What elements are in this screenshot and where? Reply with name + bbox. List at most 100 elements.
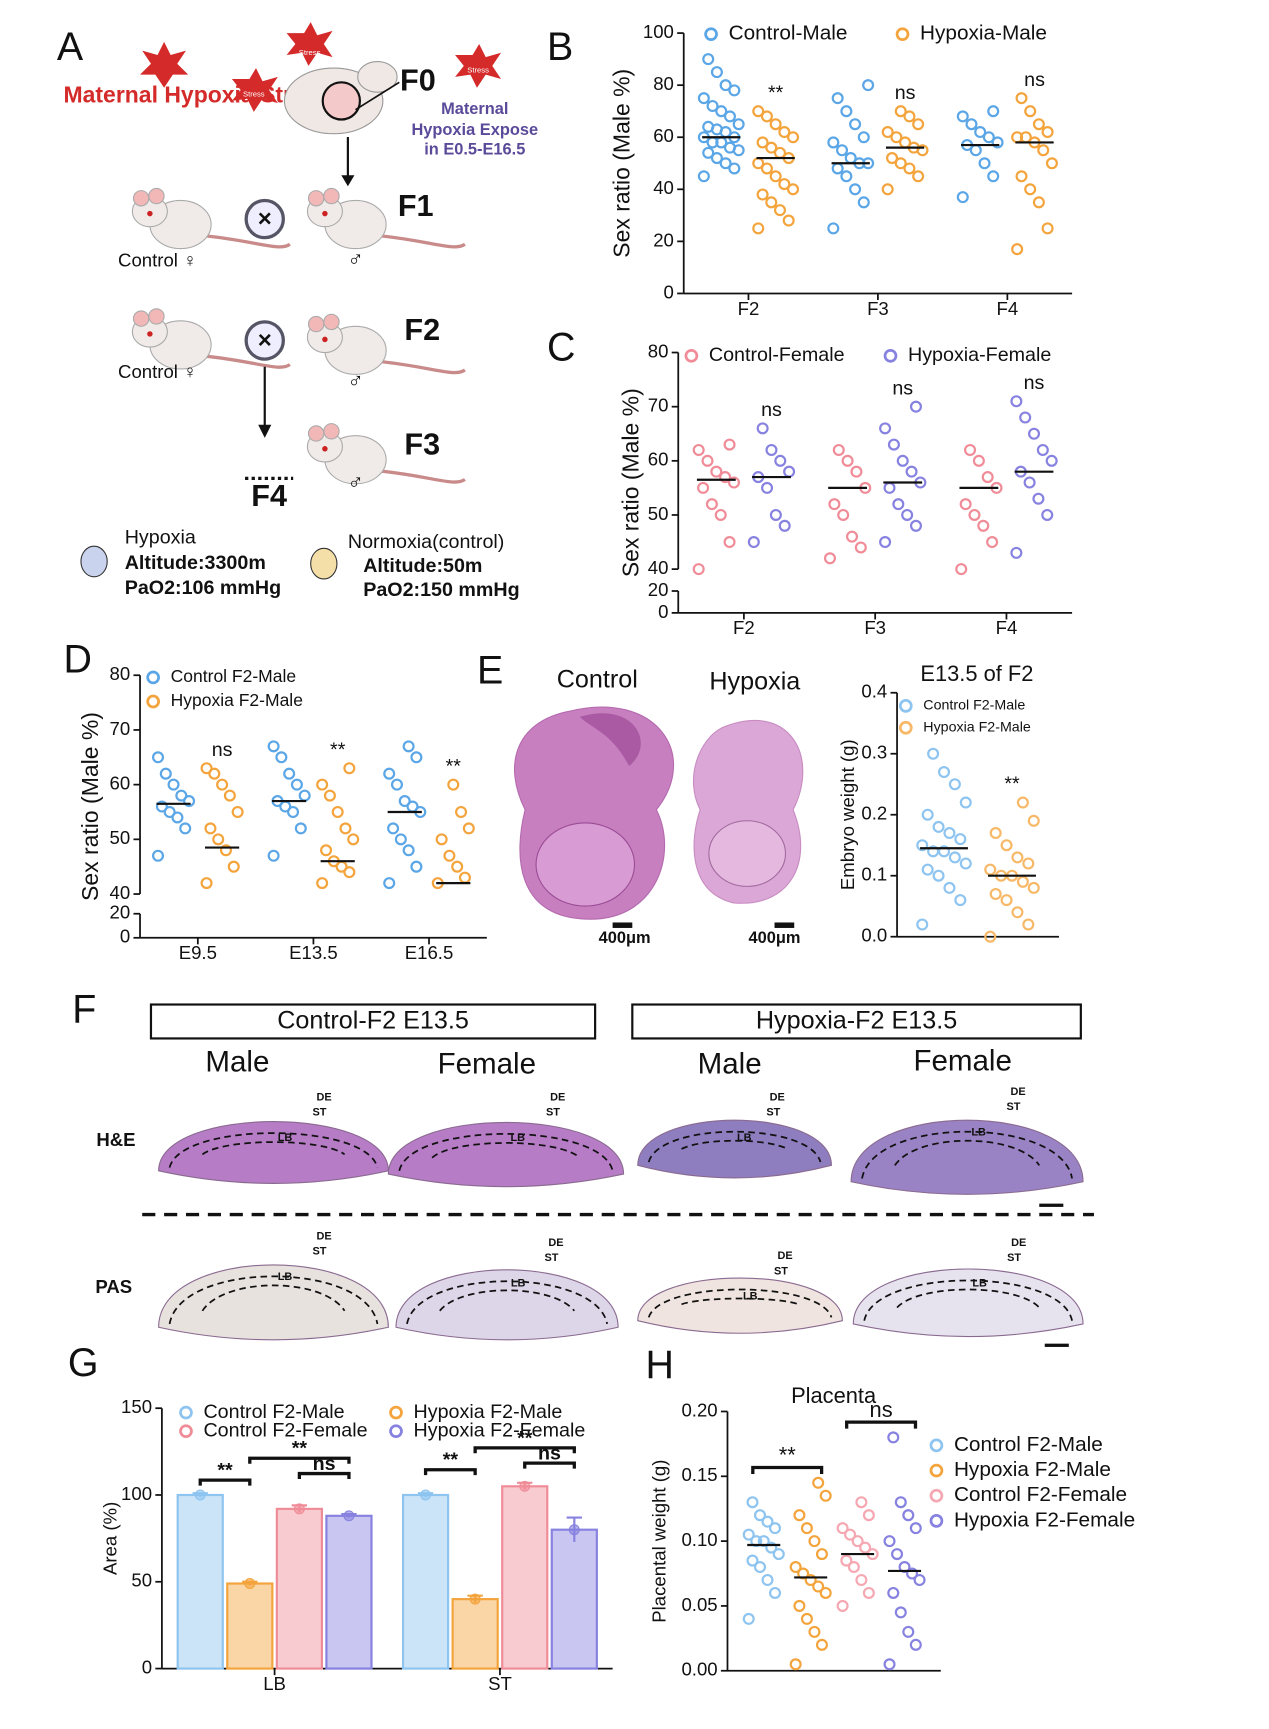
data-point — [902, 1509, 915, 1522]
region-outline — [406, 1280, 609, 1325]
data-point — [912, 170, 925, 183]
region-label: ST — [312, 1246, 326, 1258]
data-point — [728, 84, 741, 97]
data-point — [151, 849, 165, 862]
cross-icon: × — [258, 327, 272, 354]
data-point — [943, 881, 956, 894]
data-point — [1045, 454, 1058, 467]
legend-label: Control F2-Male — [954, 1433, 1103, 1456]
data-point — [857, 196, 870, 209]
data-point — [316, 877, 329, 890]
significance-label: ** — [768, 82, 784, 104]
data-point — [727, 476, 740, 489]
generation-label: F1 — [398, 189, 434, 223]
legend-text: Normoxia(control) — [348, 531, 504, 553]
data-point — [212, 833, 225, 846]
data-point — [991, 136, 1004, 149]
data-point — [850, 465, 863, 478]
data-point — [705, 498, 718, 511]
region-label: LB — [743, 1291, 758, 1303]
data-point — [886, 152, 899, 165]
significance-label: ns — [870, 1397, 893, 1422]
cross-icon — [244, 198, 285, 240]
data-point — [761, 1573, 774, 1587]
y-tick-label: 0.20 — [681, 1399, 717, 1420]
chart-title: Placenta — [791, 1383, 877, 1408]
data-point — [692, 443, 705, 457]
data-point — [451, 860, 464, 873]
x-tick-label: F4 — [996, 617, 1018, 638]
data-point — [692, 563, 705, 576]
data-point — [984, 930, 997, 943]
x-tick-label: ST — [488, 1673, 512, 1694]
data-point — [986, 536, 999, 549]
bar-cap — [420, 1489, 432, 1501]
data-point — [887, 438, 900, 451]
data-point — [756, 136, 769, 149]
y-tick-label: 80 — [110, 663, 131, 684]
y-tick-label: 20 — [648, 579, 669, 600]
data-point — [845, 530, 859, 543]
data-point — [208, 767, 221, 780]
data-point — [901, 508, 914, 521]
y-tick-label: 50 — [131, 1570, 152, 1591]
x-tick-label: F3 — [867, 298, 889, 319]
data-point — [746, 1554, 759, 1567]
data-point — [903, 110, 916, 123]
data-point — [723, 536, 736, 549]
data-point — [959, 857, 972, 870]
data-point — [702, 120, 715, 133]
mouse-label: Control ♀ — [118, 250, 197, 271]
data-point — [227, 860, 240, 873]
y-tick-label: 150 — [121, 1396, 152, 1417]
data-point — [840, 170, 853, 183]
data-point — [387, 822, 400, 835]
bar — [550, 1528, 598, 1670]
x-tick-label: F2 — [738, 298, 760, 319]
mouse-icon — [322, 210, 328, 217]
data-point — [298, 789, 311, 802]
data-point — [954, 894, 967, 907]
data-point — [892, 498, 905, 511]
data-point — [916, 918, 929, 931]
region-label: DE — [1010, 1086, 1025, 1098]
data-point — [836, 1522, 849, 1535]
embryo-image — [708, 820, 787, 887]
legend-label: Control F2-Male — [203, 1401, 344, 1423]
data-point — [231, 805, 244, 819]
embryo-image — [579, 713, 641, 767]
data-point — [347, 833, 360, 846]
legend-swatch — [898, 720, 913, 735]
y-axis-label: Embryo weight (g) — [837, 739, 858, 890]
data-point — [715, 105, 728, 118]
data-point — [836, 144, 849, 157]
data-point — [909, 1638, 922, 1651]
significance-bracket — [198, 1478, 252, 1486]
data-point — [849, 183, 862, 196]
region-label: ST — [544, 1252, 558, 1264]
significance-label: ** — [446, 755, 462, 777]
scale-bar — [1044, 1343, 1069, 1347]
data-point — [1027, 814, 1040, 827]
star-icon — [286, 22, 333, 66]
legend-text: Altitude:50m — [363, 555, 482, 577]
data-point — [812, 1476, 825, 1489]
expose-text: in E0.5-E16.5 — [424, 140, 525, 158]
significance-label: ** — [292, 1438, 308, 1460]
data-point — [1041, 126, 1054, 139]
data-point — [294, 822, 307, 835]
data-point — [921, 863, 934, 876]
data-point — [778, 178, 791, 191]
y-axis-label: Sex ratio (Male %) — [77, 712, 103, 901]
legend-swatch — [179, 1405, 193, 1420]
data-point — [894, 157, 907, 170]
embryo-images: Control Hypoxia 400μm 400μm — [514, 665, 804, 947]
bar — [275, 1507, 324, 1670]
data-point — [183, 795, 196, 808]
scale-label: 400μm — [599, 929, 651, 947]
arrow — [341, 175, 355, 187]
scale-bar — [612, 922, 633, 928]
data-point — [398, 795, 411, 808]
y-tick-label: 0.15 — [681, 1464, 717, 1485]
